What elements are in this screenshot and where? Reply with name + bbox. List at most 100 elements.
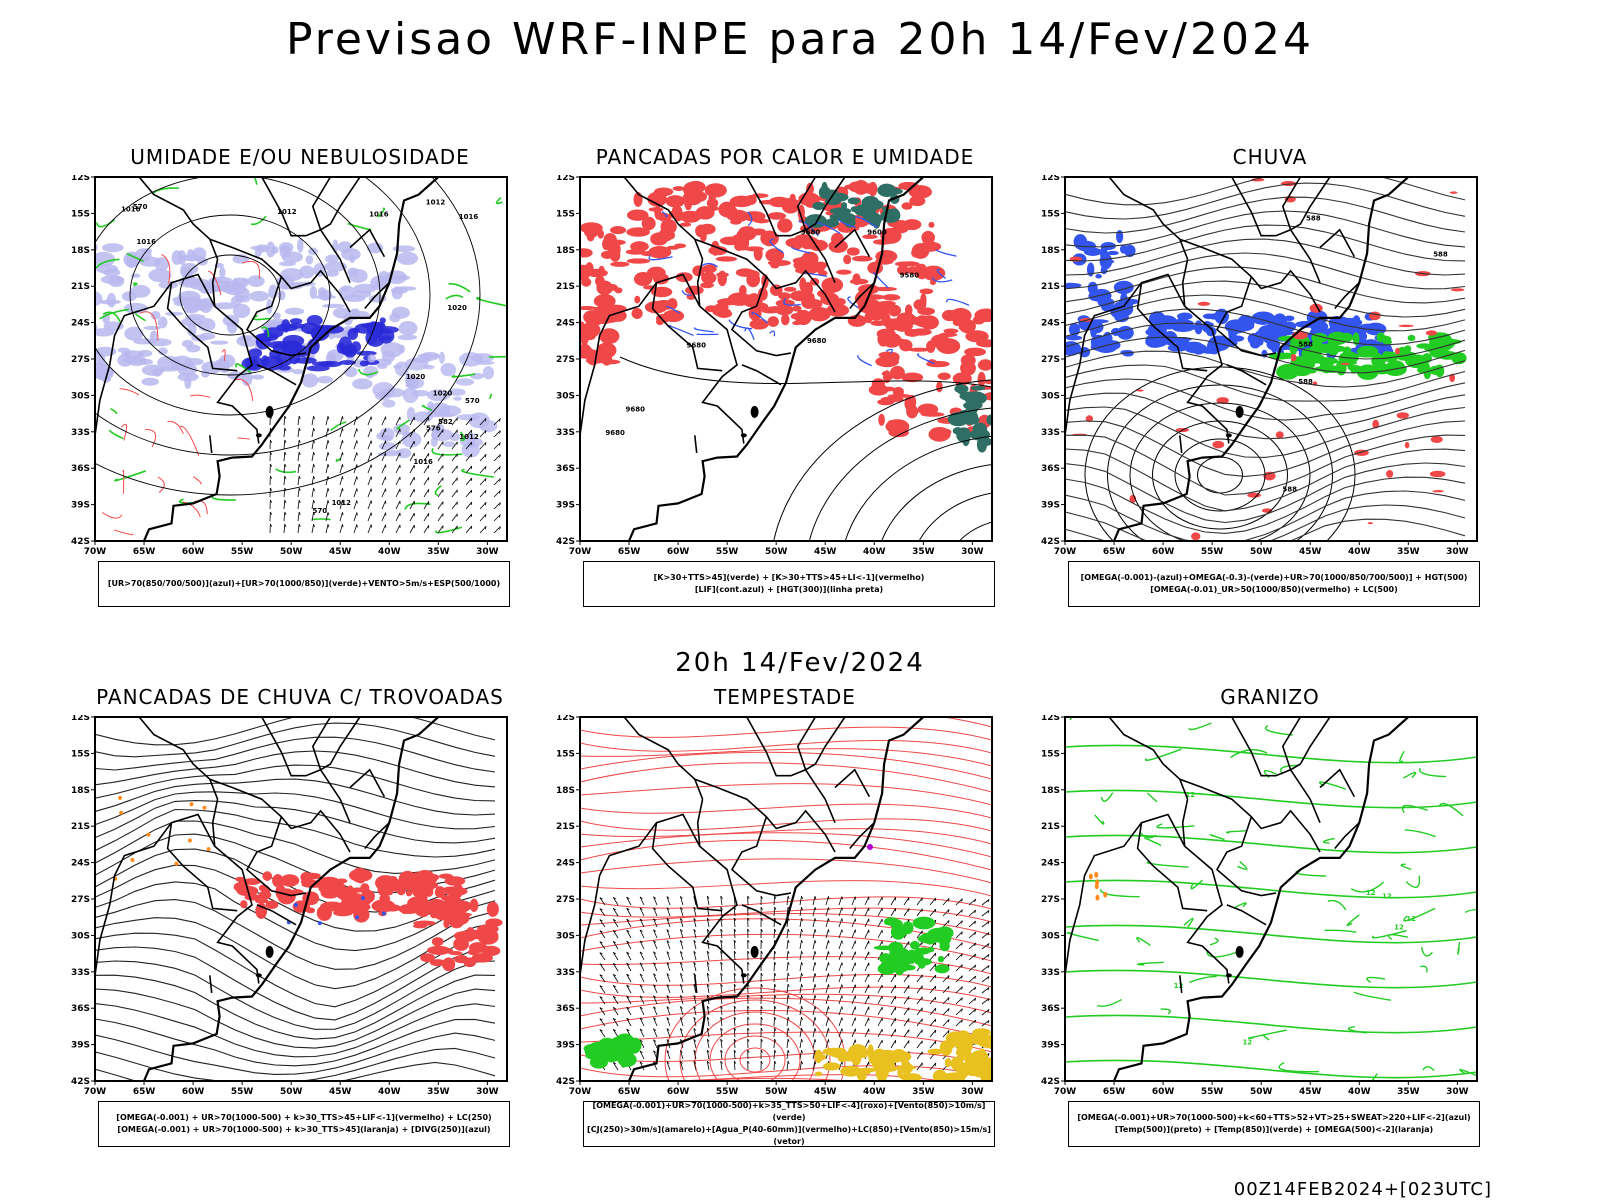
wind-vector	[890, 1018, 896, 1027]
political-border	[849, 822, 875, 850]
wind-vector	[599, 996, 606, 1005]
temp850-contour	[1278, 1061, 1320, 1073]
wind-vector	[825, 984, 829, 994]
wind-vector	[841, 1039, 843, 1043]
field-cell	[438, 351, 445, 364]
field-cell	[961, 415, 980, 425]
wind-vector	[612, 930, 619, 939]
wind-vector	[653, 1006, 658, 1016]
wind-vector	[733, 918, 736, 928]
wind-vector	[666, 940, 670, 943]
field-cell	[916, 947, 931, 955]
wind-vector	[381, 512, 386, 522]
wind-vector	[437, 441, 444, 450]
wind-vector	[353, 428, 358, 438]
wind-vector	[353, 512, 358, 522]
wind-vector	[864, 984, 870, 994]
wind-vector	[828, 951, 830, 955]
wind-vector	[679, 907, 684, 917]
wind-vector	[599, 1007, 606, 1016]
humidity-contour	[421, 404, 433, 411]
wind-vector	[961, 986, 963, 990]
wind-vector	[653, 995, 657, 998]
field-cell	[768, 196, 791, 208]
field-cell	[366, 242, 384, 254]
wind-vector	[653, 896, 658, 906]
wind-vector	[613, 952, 617, 955]
wind-vector	[903, 985, 910, 994]
field-cell	[183, 295, 204, 312]
wind-vector	[760, 1027, 763, 1031]
wind-vector	[639, 1050, 643, 1053]
wind-vector	[825, 995, 829, 1005]
wind-vector	[639, 907, 643, 910]
lat-tick-label: 42S	[556, 1077, 575, 1087]
humidity-contour	[108, 429, 124, 440]
wind-vector	[470, 429, 473, 434]
wind-vector	[774, 1049, 777, 1053]
wind-vector	[890, 1029, 896, 1038]
temp850-contour	[1146, 861, 1189, 868]
wind-vector	[799, 951, 802, 961]
wind-vector	[409, 524, 415, 534]
wind-vector	[760, 950, 763, 954]
political-border	[311, 717, 332, 771]
wind-vector	[974, 975, 977, 979]
wind-vector	[626, 929, 632, 939]
wind-vector	[381, 416, 386, 426]
temp850-contour	[1350, 881, 1384, 893]
wind-vector	[942, 1019, 950, 1027]
wind-vector	[639, 951, 645, 961]
wind-vector	[599, 952, 603, 955]
wind-vector	[720, 896, 723, 906]
wind-vector	[934, 1007, 937, 1012]
wind-vector	[493, 502, 501, 510]
wind-vector	[774, 928, 777, 932]
streamline	[95, 960, 496, 1030]
field-cell	[708, 246, 728, 256]
temp850-contour	[1230, 749, 1268, 759]
field-cell	[465, 927, 476, 942]
field-cell	[360, 883, 370, 892]
field-cell	[928, 426, 951, 442]
temp850-contour	[1366, 976, 1386, 983]
wind-vector	[451, 417, 458, 426]
wind-vector	[409, 452, 415, 462]
field-cell	[406, 407, 416, 422]
rain-cell	[1429, 470, 1446, 478]
wind-vector	[493, 442, 501, 450]
political-border	[741, 364, 782, 386]
wind-vector	[666, 929, 671, 939]
wind-vector	[423, 477, 430, 486]
lat-tick-label: 18S	[1041, 246, 1060, 256]
wind-vector	[484, 466, 487, 470]
wind-vector	[693, 918, 697, 928]
lc850-contour	[580, 997, 992, 1027]
wind-vector	[313, 416, 315, 420]
wind-vector	[787, 983, 790, 987]
wind-vector	[653, 896, 657, 899]
wind-vector	[313, 452, 315, 456]
lc850-contour	[580, 1010, 992, 1040]
field-cell	[395, 286, 417, 291]
wind-vector	[479, 478, 487, 486]
lat-tick-label: 15S	[71, 749, 90, 759]
wind-vector	[693, 1060, 697, 1064]
field-cell	[407, 896, 430, 911]
wind-vector	[613, 897, 617, 900]
wind-vector	[356, 428, 358, 432]
wind-vector	[720, 1061, 723, 1071]
lifted-index-contour	[804, 272, 828, 278]
political-border	[730, 276, 792, 357]
wind-vector	[934, 1018, 937, 1023]
wind-vector	[599, 985, 603, 988]
wind-vector	[639, 1061, 645, 1071]
wind-vector	[666, 962, 670, 965]
lat-tick-label: 36S	[71, 464, 90, 474]
field-cell	[380, 342, 404, 358]
rain-cell	[1367, 522, 1373, 525]
wind-vector	[679, 962, 684, 972]
wind-vector	[679, 1017, 684, 1027]
field-cell	[1343, 327, 1355, 335]
